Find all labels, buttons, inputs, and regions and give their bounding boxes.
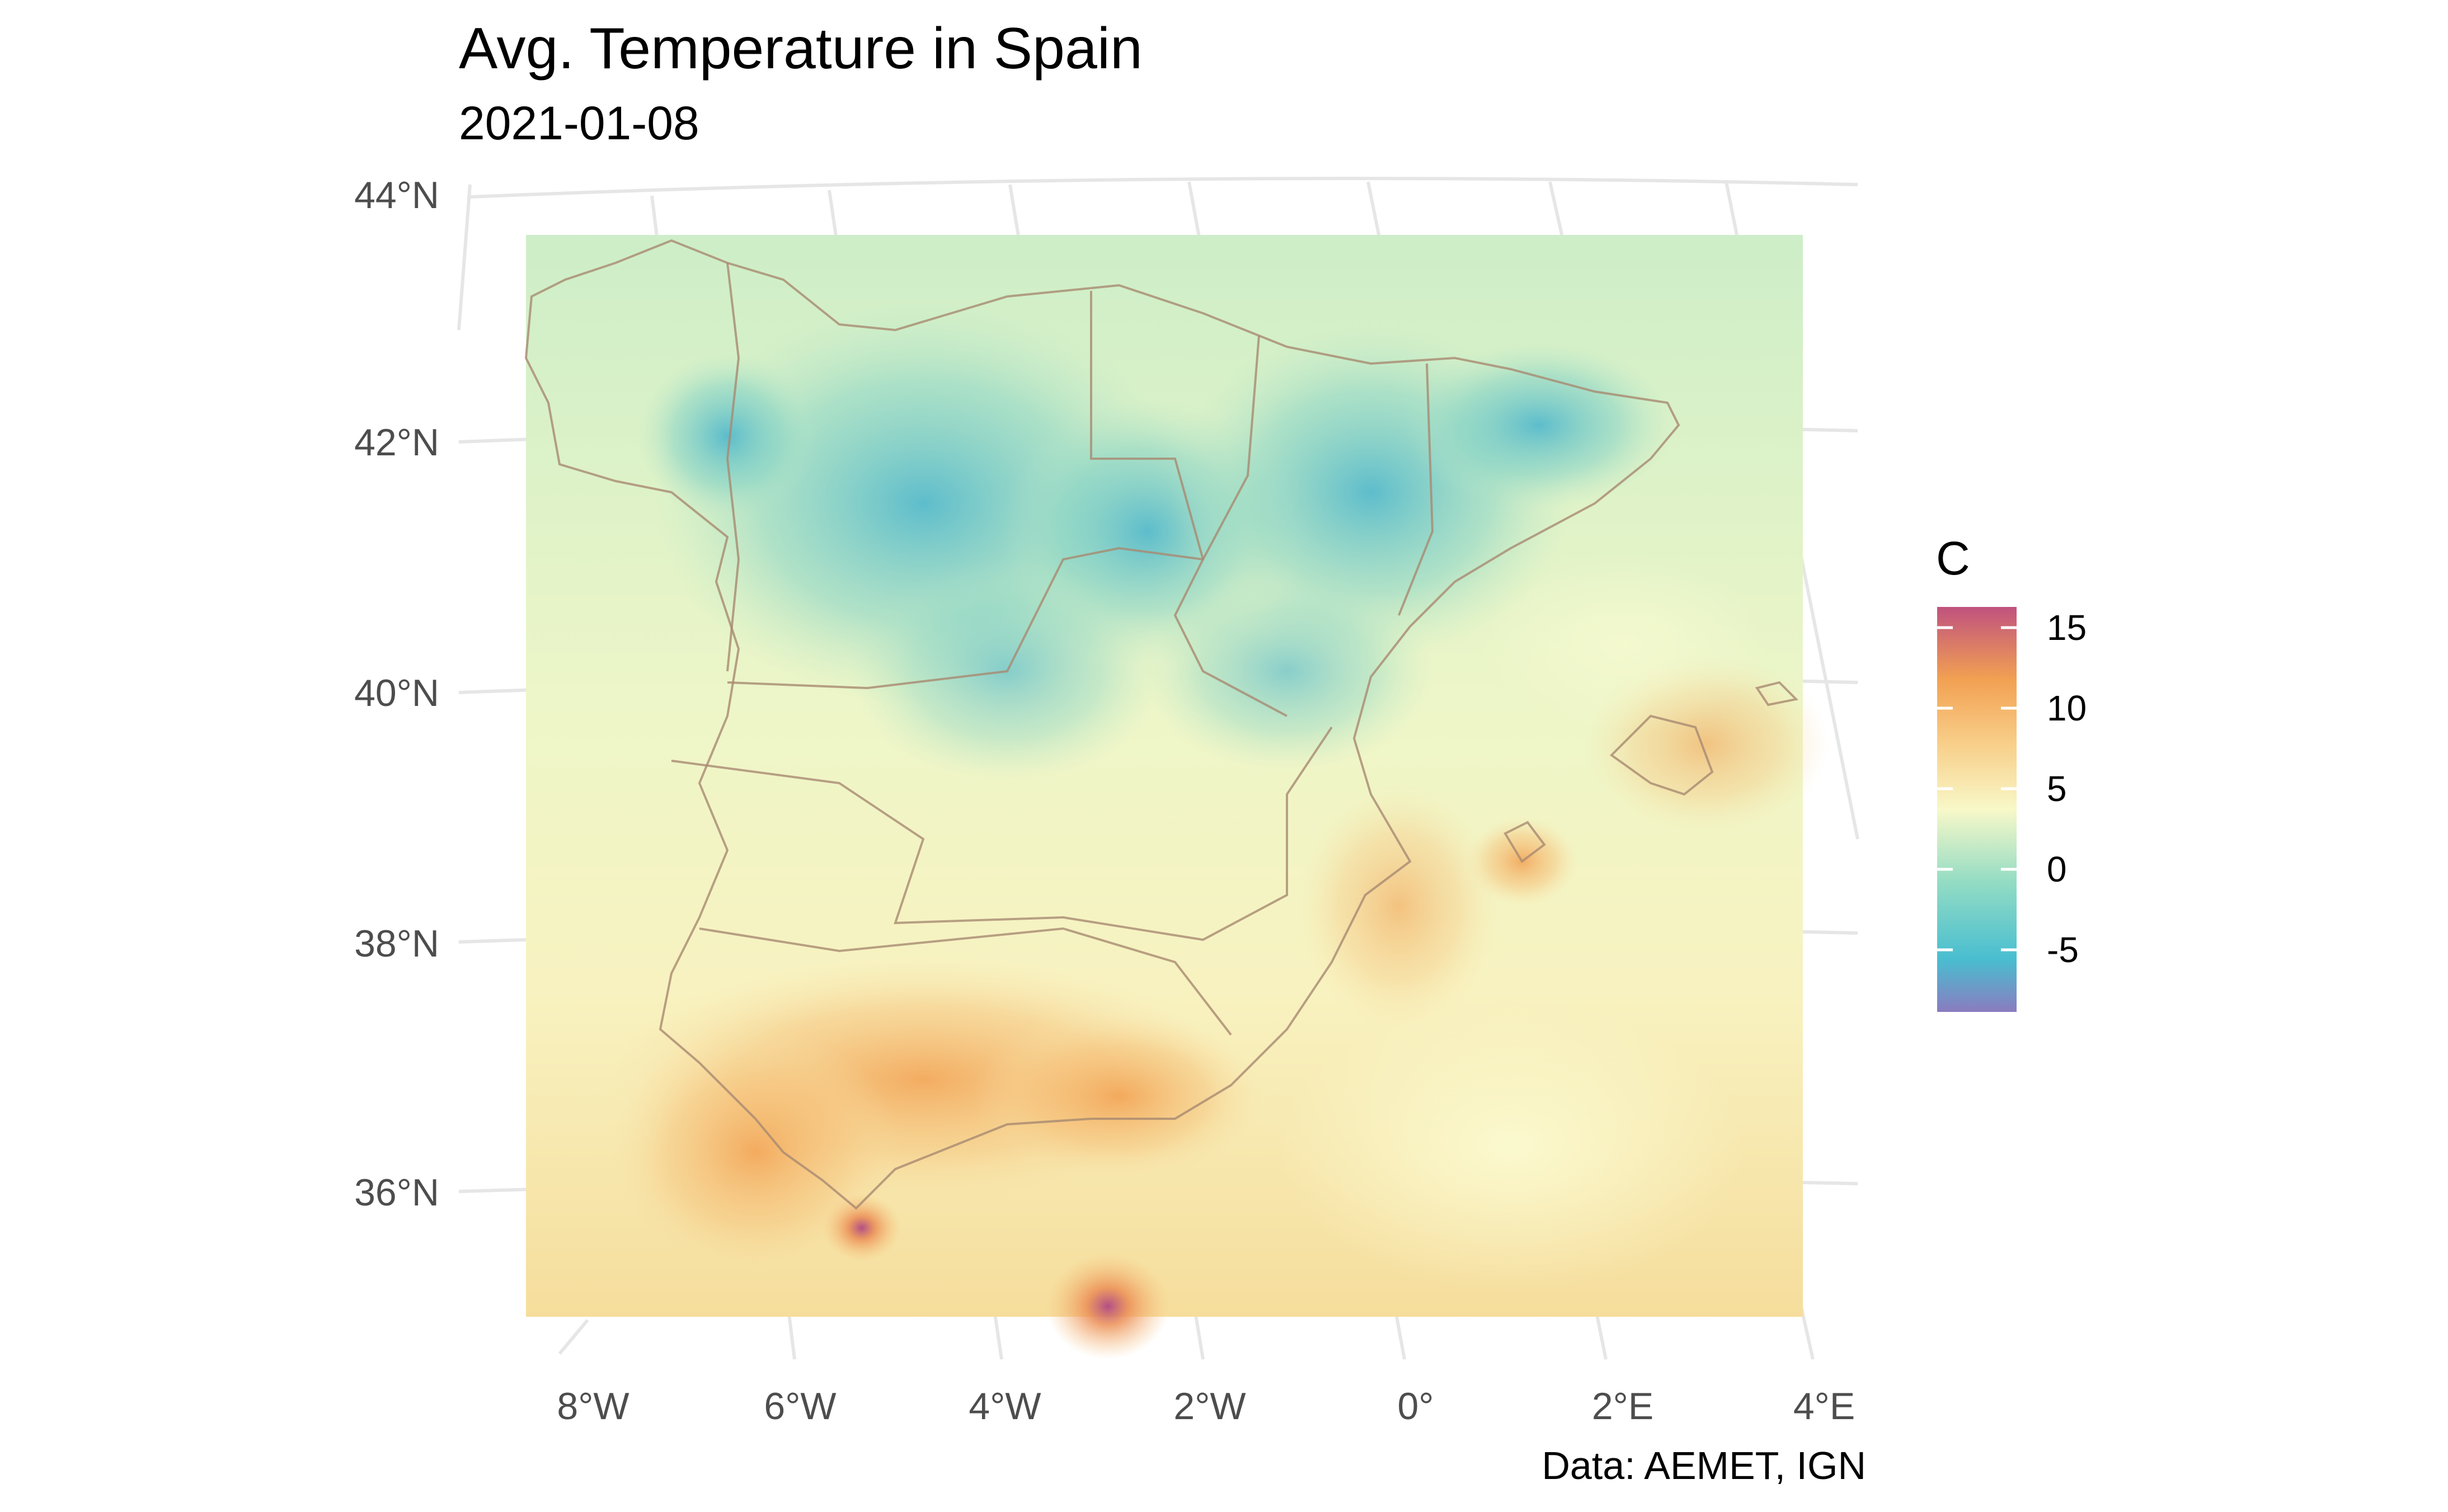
region-border-3: [1202, 335, 1260, 560]
cold-regions: [638, 302, 1673, 783]
x-tick-6w: 6°W: [764, 1385, 837, 1428]
legend-label-0: 0: [2047, 849, 2067, 889]
mild-regions: [1276, 554, 1768, 1292]
x-tick-4w: 4°W: [969, 1385, 1041, 1428]
graticule-44n: [469, 177, 1858, 199]
x-tick-0: 0°: [1397, 1385, 1434, 1428]
x-tick-2e: 2°E: [1591, 1385, 1654, 1428]
legend-ticks: [1937, 626, 2017, 952]
y-tick-38n: 38°N: [354, 922, 439, 965]
legend-label-5: 5: [2047, 769, 2067, 809]
legend-label-10: 10: [2047, 688, 2087, 728]
legend-label-15: 15: [2047, 607, 2087, 648]
x-tick-4e: 4°E: [1793, 1385, 1855, 1428]
x-tick-8w: 8°W: [557, 1385, 629, 1428]
graticule-8w: [457, 184, 589, 1355]
spain-borders: [524, 239, 1680, 1210]
y-tick-42n: 42°N: [354, 421, 439, 464]
region-border-7: [699, 927, 1232, 1036]
region-border-1: [726, 262, 740, 672]
y-tick-40n: 40°N: [354, 672, 439, 714]
y-tick-36n: 36°N: [354, 1171, 439, 1214]
warm-regions: [610, 654, 1830, 1359]
mallorca-outline: [1609, 714, 1714, 796]
legend-title: C: [1936, 532, 1970, 585]
menorca-outline: [1755, 681, 1799, 706]
data-caption: Data: AEMET, IGN: [1542, 1444, 1866, 1487]
region-border-5: [727, 547, 1204, 690]
legend-label-neg5: -5: [2047, 930, 2079, 970]
map-title: Avg. Temperature in Spain: [459, 16, 1143, 81]
balearic-islands: [1503, 681, 1799, 863]
y-tick-44n: 44°N: [354, 174, 439, 216]
region-border-6: [671, 726, 1333, 941]
ibiza-outline: [1503, 821, 1546, 863]
mainland-outline: [524, 239, 1680, 1210]
region-border-4: [1398, 363, 1434, 616]
legend-colorbar: [1937, 607, 2017, 1012]
map-subtitle: 2021-01-08: [459, 97, 699, 149]
x-tick-2w: 2°W: [1173, 1385, 1246, 1428]
